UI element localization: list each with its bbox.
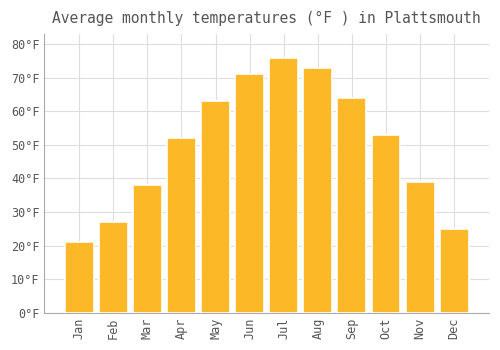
Bar: [167, 138, 196, 313]
Bar: [235, 75, 264, 313]
Bar: [338, 98, 366, 313]
Bar: [133, 185, 162, 313]
Bar: [304, 68, 332, 313]
Bar: [64, 242, 94, 313]
Bar: [406, 182, 434, 313]
Bar: [440, 229, 468, 313]
Bar: [201, 102, 230, 313]
Bar: [269, 58, 298, 313]
Title: Average monthly temperatures (°F ) in Plattsmouth: Average monthly temperatures (°F ) in Pl…: [52, 11, 481, 26]
Bar: [372, 135, 400, 313]
Bar: [99, 222, 128, 313]
